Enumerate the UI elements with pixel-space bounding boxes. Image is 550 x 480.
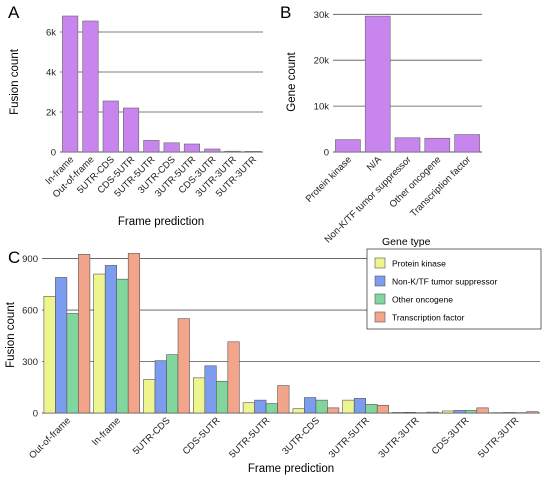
bar [304,397,317,414]
bar [454,134,480,153]
bar [66,313,79,414]
bar [177,318,190,414]
bar [403,412,416,414]
bar [394,137,421,153]
legend-entry: Protein kinase [392,259,446,269]
bar [503,412,516,414]
bar [166,354,179,414]
bar [376,404,390,414]
bar [327,407,340,414]
bar [476,407,489,414]
bar [453,410,466,414]
x-tick-label: CDS-3UTR [430,415,472,457]
y-tick-label: 900 [22,254,38,265]
bar [143,140,160,153]
bar [154,360,167,414]
y-axis-label: Fusion count [5,301,17,368]
bar [342,399,355,414]
y-tick-label: 0 [51,148,56,159]
bar [55,277,68,414]
bar [365,404,378,414]
bar [426,411,439,414]
bar [93,273,106,414]
y-tick-label: 2k [46,108,56,119]
bar [43,296,56,414]
bar [244,151,261,153]
bar [335,139,361,153]
bar [227,341,240,414]
bar [104,265,117,414]
bar [82,20,99,153]
bar [102,100,119,153]
x-tick-label: 3UTR-3UTR [377,415,422,460]
bar [204,148,221,153]
x-tick-label: 5UTR-CDS [131,415,173,457]
bar [441,410,455,414]
bar [78,253,91,414]
legend-title: Gene type [382,236,431,248]
y-tick-label: 10k [314,102,330,113]
bar [123,107,140,153]
chart-panel-c: C 0 300 600 900 Fusion count Out-of-frame In-fr… [5,236,542,475]
bar [254,399,267,414]
bar [242,402,255,414]
y-tick-label: 0 [33,409,38,420]
x-tick-label: CDS-5UTR [181,415,223,457]
y-tick-label: 300 [22,357,38,368]
panel-label: A [8,3,20,22]
legend-entry: Other oncogene [392,295,453,305]
panel-label: C [8,248,20,267]
bar [277,385,290,414]
bar [464,410,478,414]
x-tick-label: 3UTR-CDS [280,415,322,457]
y-tick-label: 4k [46,68,56,79]
bar [116,278,129,414]
bar [204,365,217,414]
bar [216,380,229,414]
x-axis-label: Frame prediction [248,463,334,475]
bar [265,403,278,414]
legend-swatch [374,275,386,287]
legend-swatch [374,293,386,305]
legend-swatch [374,257,386,269]
bar [526,411,539,414]
x-axis-label: Frame prediction [118,216,204,228]
bar [424,137,451,153]
y-tick-label: 20k [314,56,330,67]
bar [315,399,328,414]
bar [193,377,206,414]
bar [143,379,156,414]
legend-swatch [374,311,386,323]
y-axis-label: Gene count [286,51,298,111]
y-tick-label: 600 [22,306,38,317]
x-tick-label: 5UTR-5UTR [227,415,272,460]
x-tick-label: In-frame [90,415,123,448]
bar [127,253,140,414]
y-tick-label: 0 [324,148,329,159]
bar [392,412,405,414]
legend-box [366,248,542,330]
x-tick-label: Protein kinase [304,154,354,204]
legend-entry: Transcription factor [392,313,465,323]
x-tick-label: 3UTR-5UTR [327,415,372,460]
x-tick-label: Other oncogene [387,154,443,210]
y-tick-label: 30k [314,10,330,21]
bar [224,150,241,153]
x-tick-label: Out-of-frame [27,415,73,461]
legend-entry: Non-K/TF tumor suppressor [392,277,498,287]
bar [364,15,391,153]
y-tick-label: 6k [46,28,56,39]
y-axis-label: Fusion count [9,48,21,115]
panel-label: B [280,3,291,22]
bar [62,15,79,153]
bar [183,143,200,153]
bar [163,142,180,153]
bar [353,398,367,414]
bar [292,408,305,414]
x-tick-label: N/A [365,154,384,173]
x-tick-label: 5UTR-3UTR [476,415,521,460]
